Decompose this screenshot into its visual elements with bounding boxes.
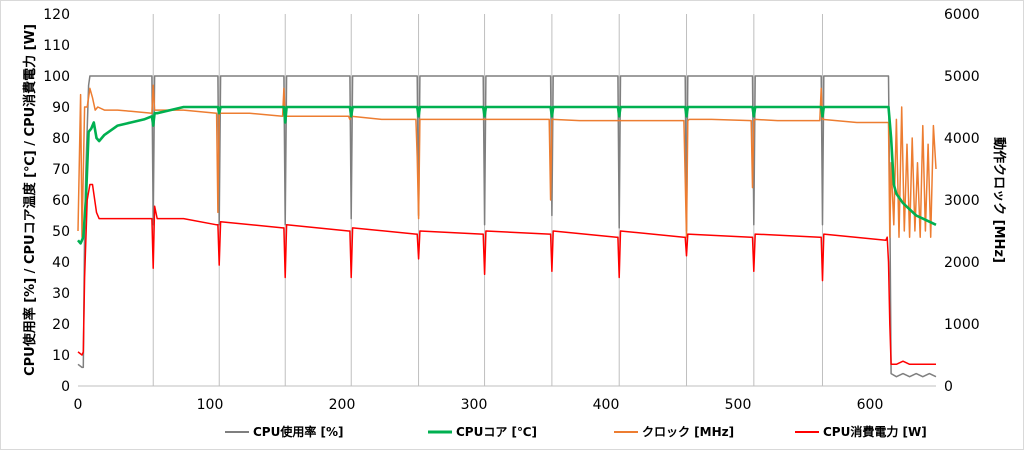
series-line-3 [77, 183, 936, 366]
series-line-1 [77, 105, 937, 245]
y-left-tick-label: 120 [43, 7, 70, 23]
legend-label: CPU消費電力 [W] [823, 424, 927, 439]
y-left-tick-label: 80 [52, 131, 70, 147]
y-right-tick-label: 2000 [944, 255, 980, 271]
series-line-2 [77, 84, 937, 238]
y-right-tick-label: 1000 [944, 317, 980, 333]
legend: CPU使用率 [%] CPUコア [℃] クロック [MHz] CPU消費電力 [W] [225, 424, 927, 439]
y-right-tick-label: 0 [944, 379, 953, 395]
y-left-tick-label: 110 [43, 38, 70, 54]
y-left-tick-label: 20 [52, 317, 70, 333]
legend-label: クロック [MHz] [642, 425, 734, 439]
x-tick-label: 600 [857, 397, 884, 413]
y-left-tick-label: 10 [52, 348, 70, 364]
y-right-tick-label: 5000 [944, 69, 980, 85]
x-tick-label: 400 [593, 397, 620, 413]
x-tick-label: 200 [329, 397, 356, 413]
x-tick-label: 300 [461, 397, 488, 413]
x-tick-label: 500 [725, 397, 752, 413]
legend-label: CPUコア [℃] [456, 425, 537, 439]
y-left-tick-label: 0 [61, 379, 70, 395]
series-lines [77, 75, 937, 378]
y-left-tick-labels: 0 10 20 30 40 50 60 70 80 90 100 110 120 [43, 7, 70, 395]
x-tick-labels: 0 100 200 300 400 500 600 [74, 397, 884, 413]
y-left-tick-label: 40 [52, 255, 70, 271]
y-right-axis-title: 動作クロック [MHz] [991, 137, 1007, 263]
y-left-tick-label: 90 [52, 100, 70, 116]
y-left-tick-label: 30 [52, 286, 70, 302]
y-left-tick-label: 60 [52, 193, 70, 209]
y-right-tick-labels: 0 1000 2000 3000 4000 5000 6000 [944, 7, 980, 395]
y-left-tick-label: 70 [52, 162, 70, 178]
x-tick-label: 100 [197, 397, 224, 413]
y-right-tick-label: 3000 [944, 193, 980, 209]
y-left-tick-label: 50 [52, 224, 70, 240]
y-right-tick-label: 6000 [944, 7, 980, 23]
y-right-tick-label: 4000 [944, 131, 980, 147]
x-tick-label: 0 [74, 397, 83, 413]
legend-label: CPU使用率 [%] [253, 424, 344, 439]
y-left-axis-title: CPU使用率 [%] / CPUコア温度 [℃] / CPU消費電力 [W] [22, 24, 38, 376]
y-left-tick-label: 100 [43, 69, 70, 85]
